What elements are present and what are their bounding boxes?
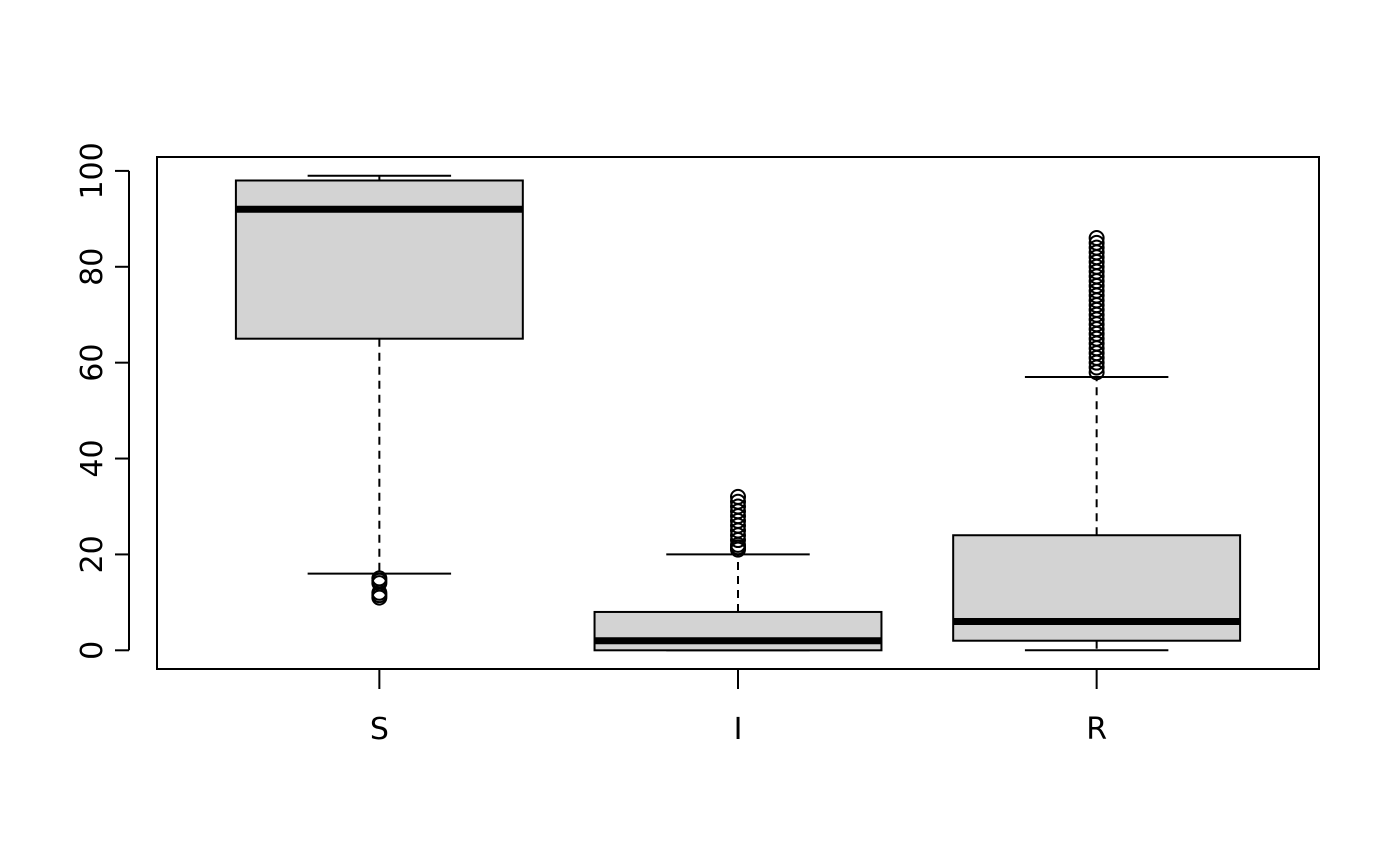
y-tick-label: 40 <box>75 439 110 477</box>
x-tick-label: I <box>734 712 743 747</box>
box-i <box>593 610 883 652</box>
y-tick-label: 80 <box>75 248 110 286</box>
x-tick-label: S <box>370 712 389 747</box>
y-tick-label: 20 <box>75 535 110 573</box>
outlier-point-r <box>1088 239 1105 256</box>
y-tick-label: 60 <box>75 344 110 382</box>
y-tick-label: 100 <box>75 142 110 199</box>
box-s <box>234 179 524 340</box>
plot-area <box>234 174 1242 652</box>
outlier-point-i <box>730 498 746 515</box>
outlier-point-r <box>1088 234 1105 251</box>
x-tick-label: R <box>1086 712 1107 747</box>
axes: 0 20 40 60 80 100 S I R <box>75 142 1320 747</box>
y-tick-label: 0 <box>75 641 110 660</box>
outlier-point-i <box>730 488 746 505</box>
outlier-point-r <box>1088 230 1105 247</box>
outlier-point-i <box>730 493 746 510</box>
outlier-point-s <box>371 570 388 587</box>
